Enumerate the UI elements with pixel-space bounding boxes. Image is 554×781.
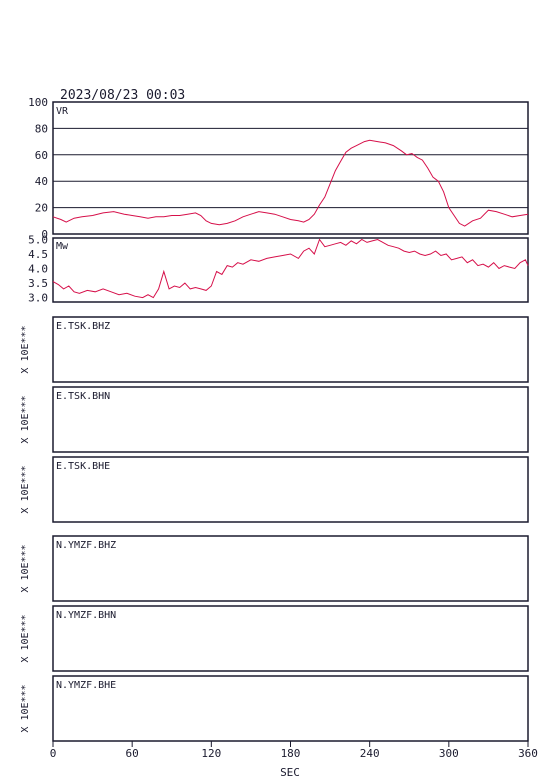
station-scale-label: X 10E*** (20, 465, 31, 513)
x-tick-label: 300 (439, 747, 459, 760)
station-panel-frame (52, 675, 529, 742)
x-tick-label: 60 (126, 747, 139, 760)
mw-panel-label: Mw (56, 241, 69, 252)
station-scale-label: X 10E*** (20, 325, 31, 373)
mw-y-tick-labels: 5.0 4.5 4.03.5 3.0 (28, 233, 48, 304)
station-panel: E.TSK.BHZ X 10E*** (20, 316, 529, 383)
x-tick-label: 120 (201, 747, 221, 760)
station-label: N.YMZF.BHZ (56, 540, 116, 551)
station-scale-label: X 10E*** (20, 614, 31, 662)
station-label: N.YMZF.BHN (56, 610, 116, 621)
mw-y-tick-label: 5.0 (28, 233, 48, 246)
vr-series-line (52, 139, 529, 227)
x-tick-label: 240 (360, 747, 380, 760)
station-panel: E.TSK.BHN X 10E*** (20, 386, 529, 453)
station-panel-frame (52, 535, 529, 602)
mw-panel: 5.0 4.5 4.03.5 3.0 Mw (28, 233, 529, 305)
vr-y-tick-label: 100 (28, 96, 48, 109)
station-panel-frame (52, 316, 529, 383)
vr-y-tick-label: 80 (35, 122, 48, 135)
station-scale-label: X 10E*** (20, 544, 31, 592)
station-label: E.TSK.BHE (56, 461, 110, 472)
vr-panel: 100 80 60 40 20 0 VR (28, 96, 529, 241)
vr-y-tick-label: 20 (35, 202, 48, 215)
station-panel-frame (52, 605, 529, 672)
x-tick-label: 360 (518, 747, 538, 760)
x-tick-label: 180 (281, 747, 301, 760)
x-axis: 0 60 120 180 240 300 360 (50, 741, 538, 760)
station-panel: N.YMZF.BHZ X 10E*** (20, 535, 529, 602)
station-label: E.TSK.BHN (56, 391, 110, 402)
mw-y-tick-label: 3.5 (28, 277, 48, 290)
mw-series-line (52, 238, 529, 299)
mw-y-tick-label: 4.0 (28, 263, 48, 276)
vr-panel-frame (52, 101, 529, 235)
station-label: E.TSK.BHZ (56, 321, 110, 332)
station-panel: E.TSK.BHE X 10E*** (20, 456, 529, 523)
vr-panel-label: VR (56, 106, 69, 117)
datetime-title: 2023/08/23 00:03 (60, 88, 185, 103)
station-panel-frame (52, 386, 529, 453)
mw-y-tick-label: 4.5 (28, 248, 48, 261)
station-panel: N.YMZF.BHE X 10E*** (20, 675, 529, 742)
vr-y-tick-label: 40 (35, 175, 48, 188)
station-scale-label: X 10E*** (20, 395, 31, 443)
station-scale-label: X 10E*** (20, 684, 31, 732)
station-panel: N.YMZF.BHN X 10E*** (20, 605, 529, 672)
station-label: N.YMZF.BHE (56, 680, 116, 691)
vr-y-tick-label: 60 (35, 149, 48, 162)
mw-panel-frame (52, 237, 529, 303)
x-axis-label: SEC (280, 766, 300, 779)
station-panel-frame (52, 456, 529, 523)
x-tick-label: 0 (50, 747, 57, 760)
vr-y-tick-labels: 100 80 60 40 20 0 (28, 96, 48, 241)
vr-gridlines (53, 127, 528, 209)
mw-y-tick-label: 3.0 (28, 292, 48, 305)
vr-y-tick-label: 0 (41, 228, 48, 241)
